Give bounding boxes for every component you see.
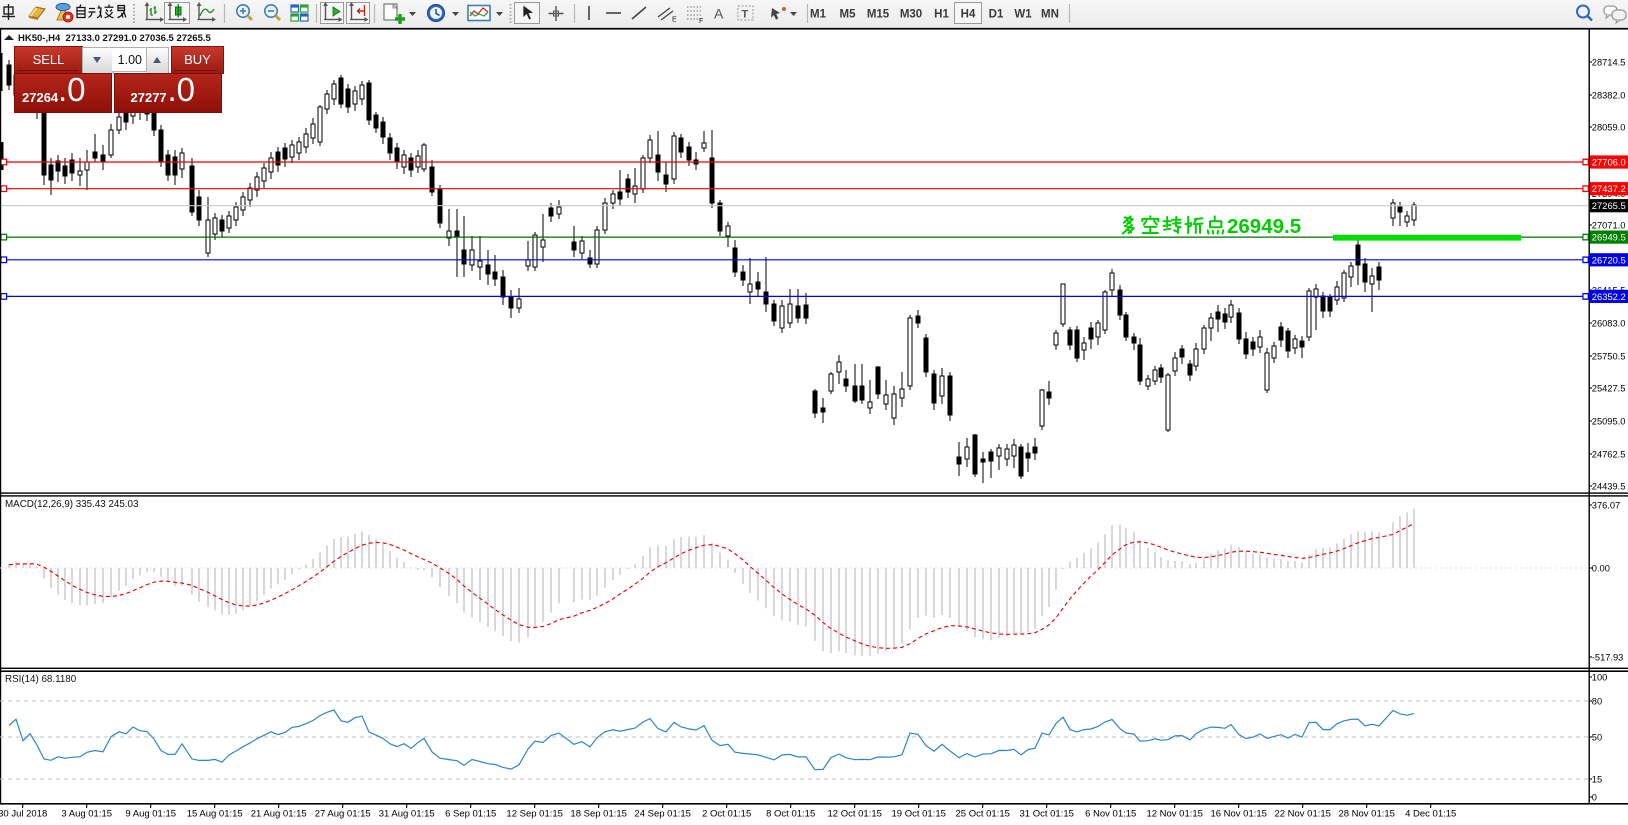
svg-text:376.07: 376.07: [1592, 501, 1620, 511]
svg-text:25427.5: 25427.5: [1592, 384, 1626, 394]
svg-text:9 Aug 01:15: 9 Aug 01:15: [125, 809, 176, 820]
svg-text:6 Nov 01:15: 6 Nov 01:15: [1085, 809, 1136, 820]
svg-text:8 Oct 01:15: 8 Oct 01:15: [766, 809, 815, 820]
svg-text:T: T: [742, 9, 749, 21]
svg-text:F: F: [699, 18, 703, 25]
svg-text:26949.5: 26949.5: [1592, 232, 1626, 243]
svg-text:25 Oct 01:15: 25 Oct 01:15: [955, 809, 1009, 820]
svg-text:W1: W1: [1014, 9, 1032, 21]
svg-text:28059.0: 28059.0: [1592, 123, 1626, 133]
svg-text:26083.0: 26083.0: [1592, 319, 1626, 329]
svg-text:27265.5: 27265.5: [1592, 200, 1626, 211]
svg-text:12 Sep 01:15: 12 Sep 01:15: [506, 809, 563, 820]
svg-text:27 Aug 01:15: 27 Aug 01:15: [315, 809, 371, 820]
svg-text:H1: H1: [934, 9, 949, 21]
svg-text:15 Aug 01:15: 15 Aug 01:15: [187, 809, 243, 820]
svg-text:30 Jul 2018: 30 Jul 2018: [0, 809, 47, 820]
svg-text:2 Oct 01:15: 2 Oct 01:15: [702, 809, 751, 820]
svg-text:26352.2: 26352.2: [1592, 291, 1626, 302]
svg-text:MACD(12,26,9) 335.43 245.03: MACD(12,26,9) 335.43 245.03: [5, 499, 139, 510]
svg-text:M5: M5: [840, 9, 857, 21]
svg-text:24762.5: 24762.5: [1592, 450, 1626, 460]
svg-text:21 Aug 01:15: 21 Aug 01:15: [251, 809, 307, 820]
svg-text:-517.93: -517.93: [1592, 653, 1624, 663]
svg-text:19 Oct 01:15: 19 Oct 01:15: [891, 809, 945, 820]
svg-text:4 Dec 01:15: 4 Dec 01:15: [1405, 809, 1456, 820]
svg-text:6 Sep 01:15: 6 Sep 01:15: [445, 809, 496, 820]
svg-text:27706.0: 27706.0: [1592, 157, 1626, 168]
svg-text:D1: D1: [989, 9, 1004, 21]
svg-text:22 Nov 01:15: 22 Nov 01:15: [1274, 809, 1331, 820]
svg-text:0.00: 0.00: [1592, 564, 1610, 574]
svg-text:80: 80: [1592, 697, 1602, 707]
svg-text:HK50-,H4 27133.0 27291.0 2703: HK50-,H4 27133.0 27291.0 27036.5 27265.5: [18, 33, 212, 44]
svg-text:50: 50: [1592, 733, 1602, 743]
svg-text:26720.5: 26720.5: [1592, 254, 1626, 265]
svg-text:E: E: [672, 17, 677, 24]
svg-text:0: 0: [1592, 793, 1597, 803]
svg-text:12 Nov 01:15: 12 Nov 01:15: [1146, 809, 1203, 820]
svg-text:RSI(14) 68.1180: RSI(14) 68.1180: [5, 674, 77, 685]
svg-text:26949.5: 26949.5: [1227, 215, 1301, 238]
svg-text:M1: M1: [810, 9, 827, 21]
svg-text:25750.5: 25750.5: [1592, 352, 1626, 362]
svg-text:H4: H4: [961, 9, 976, 21]
svg-text:24 Sep 01:15: 24 Sep 01:15: [634, 809, 691, 820]
svg-text:M30: M30: [900, 9, 922, 21]
svg-text:15: 15: [1592, 775, 1602, 785]
svg-text:27071.0: 27071.0: [1592, 221, 1626, 231]
svg-text:A: A: [714, 6, 724, 22]
svg-text:M15: M15: [867, 9, 890, 21]
svg-text:28714.5: 28714.5: [1592, 58, 1626, 68]
svg-text:16 Nov 01:15: 16 Nov 01:15: [1210, 809, 1267, 820]
svg-text:28382.0: 28382.0: [1592, 91, 1626, 101]
svg-text:18 Sep 01:15: 18 Sep 01:15: [570, 809, 627, 820]
svg-text:24439.5: 24439.5: [1592, 482, 1626, 492]
svg-text:3 Aug 01:15: 3 Aug 01:15: [61, 809, 112, 820]
svg-text:MN: MN: [1041, 9, 1059, 21]
svg-text:25095.0: 25095.0: [1592, 417, 1626, 427]
svg-text:100: 100: [1592, 673, 1608, 683]
svg-text:28 Nov 01:15: 28 Nov 01:15: [1338, 809, 1395, 820]
svg-text:12 Oct 01:15: 12 Oct 01:15: [827, 809, 881, 820]
svg-text:31 Aug 01:15: 31 Aug 01:15: [379, 809, 435, 820]
svg-text:31 Oct 01:15: 31 Oct 01:15: [1019, 809, 1073, 820]
svg-text:27437.2: 27437.2: [1592, 183, 1626, 194]
